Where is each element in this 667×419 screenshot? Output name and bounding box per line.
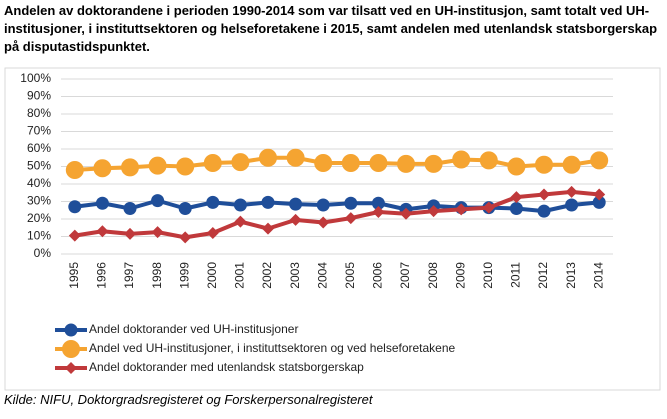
marker bbox=[231, 153, 250, 172]
marker bbox=[65, 161, 84, 179]
marker bbox=[121, 158, 139, 177]
marker bbox=[562, 155, 581, 174]
marker bbox=[424, 154, 443, 173]
x-tick-label: 2002 bbox=[260, 262, 274, 289]
legend-label: Andel ved UH-institusjoner, i institutts… bbox=[89, 341, 456, 355]
marker bbox=[535, 155, 553, 174]
x-tick-label: 2014 bbox=[591, 262, 605, 289]
y-tick-label: 90% bbox=[27, 89, 51, 103]
x-tick-label: 1995 bbox=[67, 262, 81, 289]
y-tick-label: 50% bbox=[27, 159, 51, 173]
y-tick-label: 70% bbox=[27, 124, 51, 138]
y-tick-label: 40% bbox=[27, 176, 51, 190]
marker bbox=[565, 198, 579, 212]
marker bbox=[509, 202, 523, 215]
marker bbox=[286, 148, 305, 167]
marker bbox=[93, 159, 112, 178]
marker bbox=[344, 212, 357, 225]
marker bbox=[176, 157, 195, 176]
marker bbox=[452, 150, 471, 169]
legend-marker bbox=[64, 323, 78, 337]
y-tick-label: 100% bbox=[20, 71, 51, 85]
x-tick-label: 2013 bbox=[564, 262, 578, 289]
y-tick-label: 10% bbox=[27, 229, 51, 243]
x-tick-label: 2007 bbox=[398, 262, 412, 289]
marker bbox=[507, 157, 526, 176]
chart-title: Andelen av doktorandene i perioden 1990-… bbox=[4, 3, 658, 54]
marker bbox=[259, 148, 277, 167]
marker bbox=[455, 203, 468, 216]
marker bbox=[538, 188, 550, 201]
x-tick-label: 1997 bbox=[122, 262, 136, 289]
x-tick-label: 2010 bbox=[481, 262, 495, 289]
marker bbox=[510, 191, 523, 204]
chart-frame bbox=[4, 67, 661, 391]
source-note: Kilde: NIFU, Doktorgradsregisteret og Fo… bbox=[4, 392, 373, 407]
marker bbox=[482, 201, 495, 214]
marker bbox=[151, 226, 164, 239]
x-tick-label: 2000 bbox=[205, 262, 219, 289]
legend-label: Andel doktorander med utenlandsk statsbo… bbox=[89, 360, 364, 374]
marker bbox=[400, 207, 412, 220]
marker bbox=[68, 200, 82, 214]
marker bbox=[314, 154, 333, 172]
x-tick-label: 2003 bbox=[288, 262, 302, 289]
marker bbox=[289, 197, 303, 211]
marker bbox=[203, 154, 222, 172]
x-tick-label: 2001 bbox=[233, 262, 247, 289]
marker bbox=[372, 206, 385, 218]
x-tick-label: 1998 bbox=[150, 262, 164, 289]
marker bbox=[151, 194, 165, 208]
marker bbox=[123, 202, 137, 215]
marker bbox=[233, 198, 247, 212]
marker bbox=[371, 196, 385, 210]
x-tick-label: 2012 bbox=[536, 262, 550, 289]
marker bbox=[206, 227, 219, 239]
marker bbox=[96, 225, 109, 238]
marker bbox=[369, 154, 388, 172]
marker bbox=[590, 151, 609, 170]
y-tick-label: 0% bbox=[34, 246, 52, 260]
marker bbox=[68, 229, 81, 242]
legend-label: Andel doktorander ved UH-institusjoner bbox=[89, 322, 298, 336]
marker bbox=[593, 188, 606, 201]
marker bbox=[592, 195, 606, 209]
y-tick-label: 80% bbox=[27, 106, 51, 120]
marker bbox=[341, 154, 360, 172]
marker bbox=[262, 222, 274, 235]
legend-marker bbox=[65, 362, 77, 374]
marker bbox=[179, 231, 192, 244]
x-tick-label: 1999 bbox=[177, 262, 191, 289]
marker bbox=[479, 151, 498, 170]
y-tick-label: 30% bbox=[27, 194, 51, 208]
legend-marker bbox=[62, 340, 80, 358]
y-tick-label: 60% bbox=[27, 141, 51, 155]
marker bbox=[234, 215, 247, 228]
marker bbox=[178, 202, 192, 215]
marker bbox=[537, 204, 551, 218]
y-tick-label: 20% bbox=[27, 211, 51, 225]
marker bbox=[206, 195, 220, 209]
x-tick-label: 2005 bbox=[343, 262, 357, 289]
marker bbox=[344, 196, 358, 210]
x-tick-label: 2009 bbox=[453, 262, 467, 289]
marker bbox=[289, 213, 302, 226]
marker bbox=[427, 205, 440, 218]
marker bbox=[397, 154, 415, 173]
x-tick-label: 2008 bbox=[426, 262, 440, 289]
marker bbox=[565, 185, 578, 198]
x-tick-label: 2011 bbox=[509, 262, 523, 288]
marker bbox=[95, 196, 109, 210]
marker bbox=[316, 198, 330, 212]
x-tick-label: 1996 bbox=[95, 262, 109, 289]
marker bbox=[261, 195, 275, 209]
x-tick-label: 2004 bbox=[315, 262, 329, 289]
x-tick-label: 2006 bbox=[371, 262, 385, 289]
marker bbox=[148, 156, 167, 175]
marker bbox=[317, 216, 330, 229]
marker bbox=[124, 227, 136, 240]
